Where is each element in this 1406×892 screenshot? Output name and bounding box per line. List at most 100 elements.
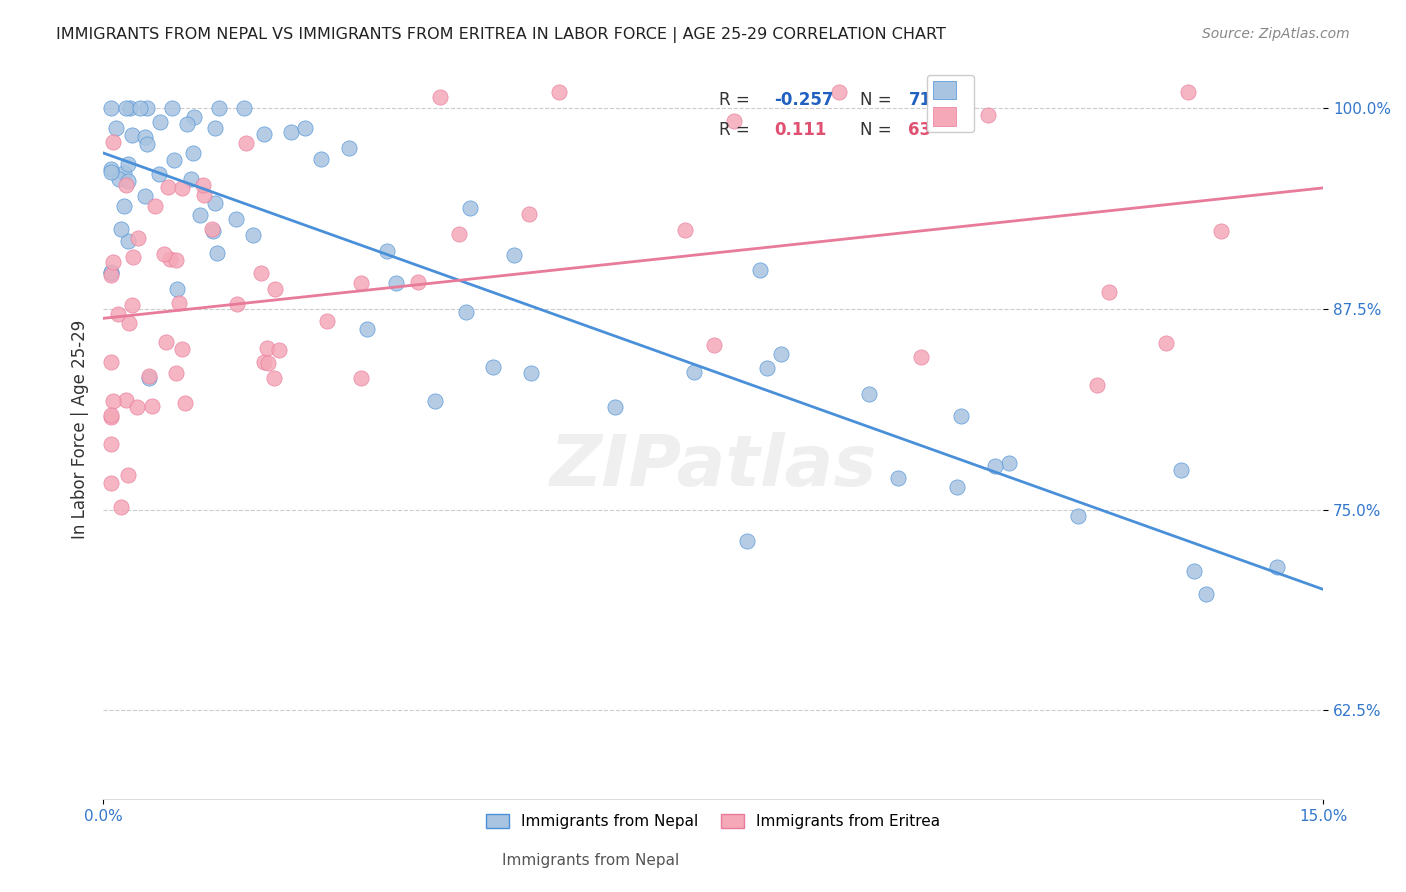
Immigrants from Eritrea: [910, 350, 932, 364]
Immigrants from Eritrea: [249, 266, 271, 280]
Immigrants from Nepal: [138, 371, 160, 385]
Immigrants from Nepal: [1265, 559, 1288, 574]
Immigrants from Eritrea: [315, 314, 337, 328]
Immigrants from Eritrea: [723, 114, 745, 128]
Immigrants from Eritrea: [143, 199, 166, 213]
Immigrants from Eritrea: [101, 136, 124, 150]
Immigrants from Nepal: [737, 533, 759, 548]
Immigrants from Eritrea: [267, 343, 290, 358]
Immigrants from Eritrea: [115, 178, 138, 192]
Immigrants from Eritrea: [235, 136, 257, 150]
Immigrants from Eritrea: [159, 252, 181, 266]
Immigrants from Eritrea: [173, 396, 195, 410]
Immigrants from Eritrea: [1209, 224, 1232, 238]
Immigrants from Nepal: [148, 167, 170, 181]
Immigrants from Nepal: [166, 282, 188, 296]
Immigrants from Nepal: [337, 141, 360, 155]
Immigrants from Nepal: [204, 120, 226, 135]
Immigrants from Eritrea: [449, 227, 471, 242]
Immigrants from Nepal: [385, 276, 408, 290]
Immigrants from Eritrea: [350, 371, 373, 385]
Immigrants from Eritrea: [117, 467, 139, 482]
Immigrants from Nepal: [188, 208, 211, 222]
Immigrants from Eritrea: [828, 85, 851, 99]
Immigrants from Nepal: [100, 101, 122, 115]
Immigrants from Eritrea: [127, 231, 149, 245]
Text: N =: N =: [859, 120, 897, 139]
Immigrants from Eritrea: [226, 297, 249, 311]
Immigrants from Eritrea: [101, 255, 124, 269]
Immigrants from Nepal: [503, 248, 526, 262]
Immigrants from Nepal: [280, 125, 302, 139]
Immigrants from Eritrea: [155, 334, 177, 349]
Immigrants from Eritrea: [191, 178, 214, 192]
Text: ZIPatlas: ZIPatlas: [550, 432, 877, 500]
Immigrants from Eritrea: [977, 108, 1000, 122]
Immigrants from Eritrea: [157, 180, 180, 194]
Immigrants from Nepal: [225, 212, 247, 227]
Immigrants from Nepal: [481, 360, 503, 375]
Immigrants from Nepal: [375, 244, 398, 259]
Text: Immigrants from Nepal: Immigrants from Nepal: [502, 854, 679, 868]
Immigrants from Nepal: [945, 480, 967, 494]
Immigrants from Nepal: [748, 262, 770, 277]
Immigrants from Nepal: [887, 471, 910, 485]
Text: -0.257: -0.257: [775, 91, 834, 109]
Immigrants from Eritrea: [519, 207, 541, 221]
Immigrants from Eritrea: [1177, 85, 1199, 99]
Immigrants from Eritrea: [165, 366, 187, 380]
Immigrants from Eritrea: [122, 250, 145, 264]
Immigrants from Nepal: [207, 101, 229, 115]
Immigrants from Nepal: [603, 400, 626, 414]
Immigrants from Nepal: [1170, 463, 1192, 477]
Immigrants from Nepal: [108, 172, 131, 186]
Immigrants from Eritrea: [100, 410, 122, 425]
Immigrants from Nepal: [121, 128, 143, 143]
Immigrants from Eritrea: [429, 90, 451, 104]
Immigrants from Nepal: [1195, 587, 1218, 601]
Immigrants from Nepal: [769, 346, 792, 360]
Immigrants from Nepal: [949, 409, 972, 423]
Immigrants from Nepal: [207, 245, 229, 260]
Text: N =: N =: [859, 91, 897, 109]
Immigrants from Eritrea: [548, 85, 571, 99]
Immigrants from Nepal: [294, 120, 316, 135]
Immigrants from Nepal: [204, 196, 226, 211]
Immigrants from Eritrea: [1098, 285, 1121, 299]
Text: R =: R =: [720, 91, 755, 109]
Immigrants from Eritrea: [201, 222, 224, 236]
Immigrants from Eritrea: [153, 246, 176, 260]
Immigrants from Nepal: [160, 101, 183, 115]
Immigrants from Eritrea: [107, 306, 129, 320]
Immigrants from Nepal: [176, 118, 198, 132]
Immigrants from Eritrea: [170, 342, 193, 356]
Immigrants from Nepal: [120, 101, 142, 115]
Immigrants from Nepal: [356, 322, 378, 336]
Text: Source: ZipAtlas.com: Source: ZipAtlas.com: [1202, 27, 1350, 41]
Immigrants from Eritrea: [100, 408, 122, 422]
Immigrants from Nepal: [858, 386, 880, 401]
Immigrants from Eritrea: [115, 393, 138, 408]
Immigrants from Nepal: [117, 157, 139, 171]
Immigrants from Nepal: [309, 153, 332, 167]
Immigrants from Eritrea: [264, 282, 287, 296]
Immigrants from Nepal: [110, 222, 132, 236]
Immigrants from Nepal: [756, 360, 779, 375]
Immigrants from Eritrea: [1156, 335, 1178, 350]
Text: 63: 63: [908, 120, 932, 139]
Immigrants from Eritrea: [256, 341, 278, 355]
Immigrants from Eritrea: [100, 268, 122, 283]
Immigrants from Eritrea: [125, 400, 148, 414]
Immigrants from Nepal: [423, 394, 446, 409]
Immigrants from Nepal: [100, 266, 122, 280]
Immigrants from Nepal: [519, 366, 541, 380]
Immigrants from Nepal: [112, 199, 135, 213]
Immigrants from Eritrea: [350, 277, 373, 291]
Immigrants from Eritrea: [101, 393, 124, 408]
Immigrants from Nepal: [100, 165, 122, 179]
Immigrants from Eritrea: [100, 355, 122, 369]
Immigrants from Nepal: [104, 121, 127, 136]
Immigrants from Nepal: [115, 101, 138, 115]
Immigrants from Nepal: [100, 161, 122, 176]
Immigrants from Nepal: [454, 305, 477, 319]
